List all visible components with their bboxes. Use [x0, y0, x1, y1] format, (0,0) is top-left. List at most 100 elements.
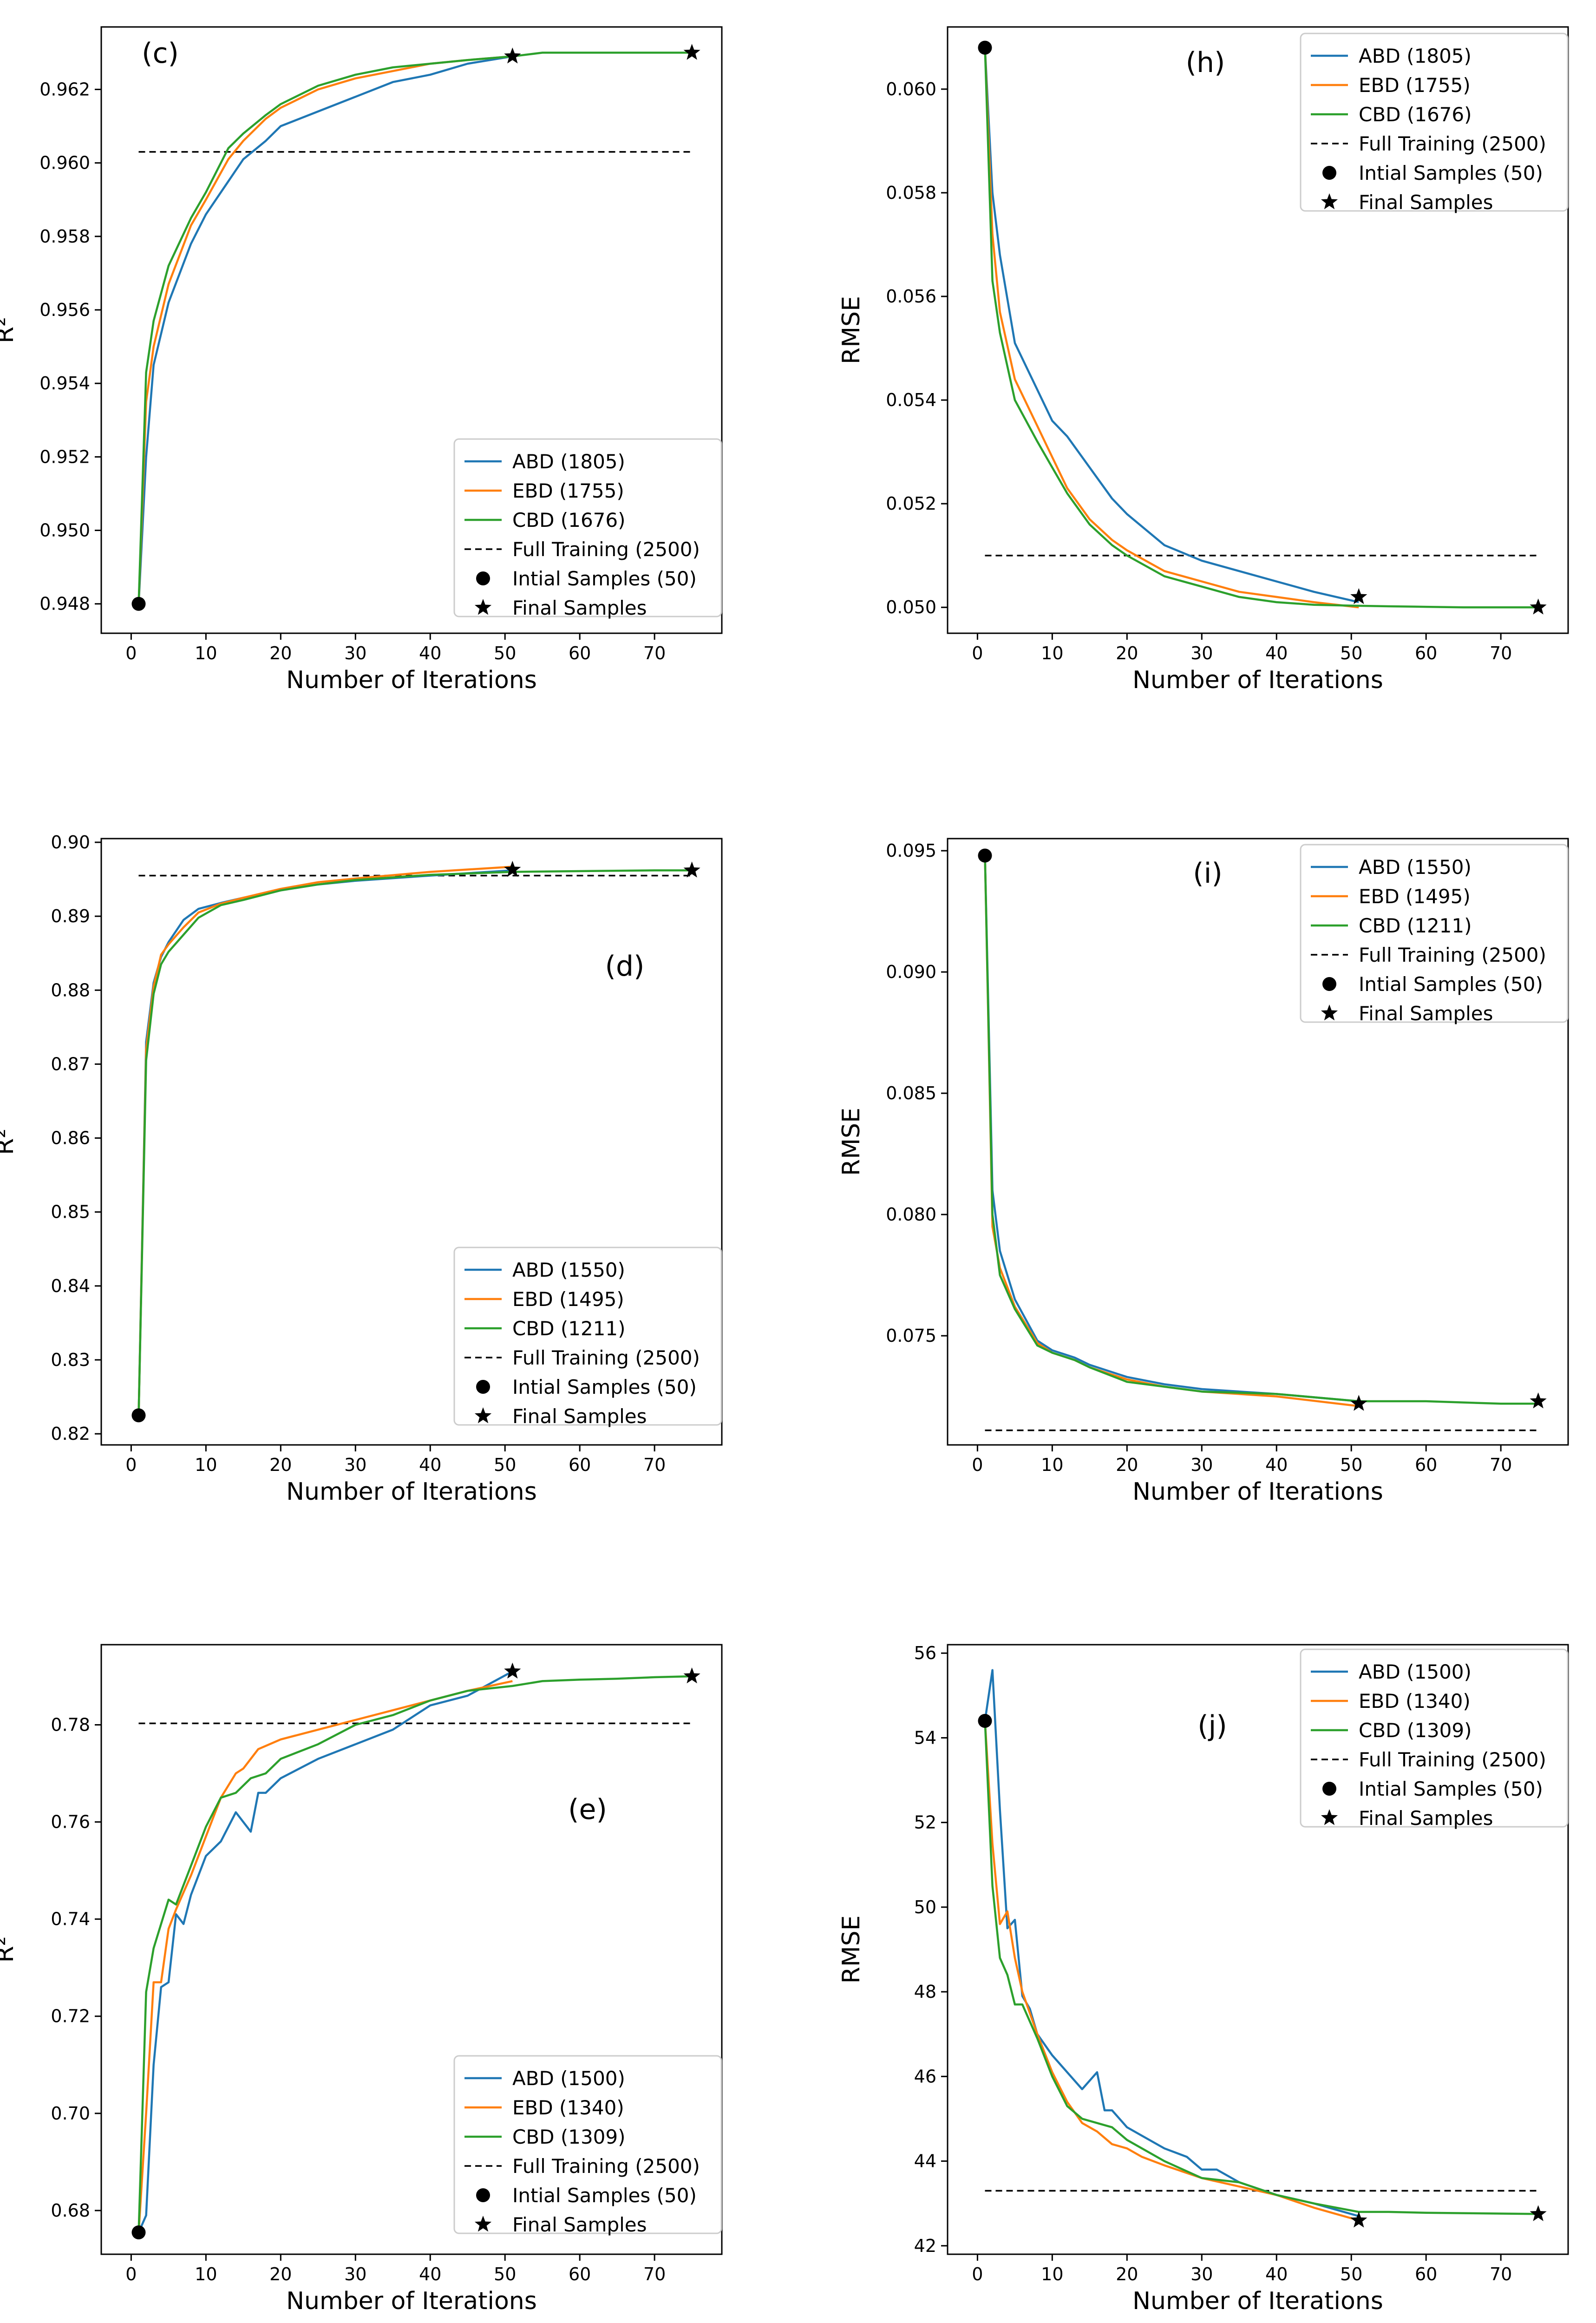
x-tick-label: 30: [1190, 1455, 1213, 1475]
y-tick-label: 0.89: [51, 906, 90, 926]
y-tick-label: 50: [914, 1897, 936, 1917]
x-tick-label: 60: [569, 643, 591, 663]
y-tick-label: 0.70: [51, 2103, 90, 2124]
final-sample-marker: [504, 1662, 521, 1679]
x-tick-label: 0: [125, 643, 137, 663]
series-line-cbd: [137, 1675, 692, 2233]
x-tick-label: 50: [1340, 1455, 1362, 1475]
x-tick-label: 0: [972, 2264, 983, 2284]
legend: ABD (1500) EBD (1340) CBD (1309) Full Train…: [1300, 1648, 1569, 1830]
y-axis-title: R²: [0, 1129, 19, 1155]
legend-handle: [474, 2216, 492, 2232]
initial-sample-marker: [978, 848, 992, 863]
y-tick-label: 0.85: [51, 1202, 90, 1222]
legend: ABD (1550) EBD (1495) CBD (1211) Full Train…: [453, 1247, 722, 1428]
legend-label: Final Samples: [512, 2213, 647, 2236]
series-line-cbd: [984, 1720, 1538, 2215]
x-tick-label: 0: [125, 2264, 137, 2284]
chart-panel-i: 0 10 20 30 40 50 60 70 0.075 0.080 0.085 0.090 0.095…: [837, 838, 1569, 1506]
x-tick-label: 0: [972, 1455, 983, 1475]
y-tick-label: 0.075: [886, 1326, 936, 1346]
x-tick-label: 40: [419, 1455, 441, 1475]
legend-label: ABD (1550): [512, 1259, 625, 1281]
axes-frame: [100, 1644, 723, 2255]
x-tick-label: 70: [643, 1455, 666, 1475]
y-tick-label: 0.060: [886, 79, 936, 99]
final-sample-marker: [1530, 1392, 1547, 1409]
x-axis-title: Number of Iterations: [1132, 666, 1383, 694]
legend-handle: [1321, 1809, 1338, 1825]
legend-label: ABD (1500): [1359, 1660, 1472, 1683]
legend-handle: [474, 1407, 492, 1424]
chart-panel-j: 0 10 20 30 40 50 60 70 42 44 46 48 50 52 54 56 Number of…: [837, 1643, 1569, 2315]
legend-label: Full Training (2500): [512, 2155, 700, 2178]
panel-tag: (i): [1193, 857, 1223, 890]
x-tick-label: 70: [643, 643, 666, 663]
y-axis-title: R²: [0, 1936, 19, 1963]
x-tick-label: 70: [1490, 1455, 1512, 1475]
final-sample-marker: [504, 47, 521, 64]
legend-label: Full Training (2500): [1359, 944, 1546, 966]
x-tick-label: 30: [344, 1455, 366, 1475]
final-sample-marker: [683, 44, 700, 60]
chart-panel-h: 0 10 20 30 40 50 60 70 0.050 0.052 0.054 0.056 0.058…: [837, 26, 1569, 694]
y-tick-label: 0.82: [51, 1424, 90, 1444]
legend: ABD (1550) EBD (1495) CBD (1211) Full Train…: [1300, 844, 1569, 1025]
x-tick-label: 60: [569, 1455, 591, 1475]
x-axis-title: Number of Iterations: [286, 2287, 537, 2315]
panel-tag: (j): [1197, 1710, 1227, 1742]
legend-handle: [476, 571, 490, 585]
x-tick-label: 30: [344, 2264, 366, 2284]
y-tick-label: 0.950: [39, 520, 90, 541]
y-tick-label: 0.080: [886, 1204, 936, 1225]
y-tick-label: 0.058: [886, 183, 936, 203]
y-tick-label: 46: [914, 2066, 936, 2087]
initial-sample-marker: [131, 2225, 146, 2239]
y-tick-label: 0.954: [39, 373, 90, 394]
x-tick-label: 40: [419, 2264, 441, 2284]
x-axis-title: Number of Iterations: [286, 1478, 537, 1506]
legend-handle: [476, 2188, 490, 2202]
series-line-abd: [137, 1670, 513, 2233]
legend-label: CBD (1309): [512, 2126, 626, 2148]
y-tick-label: 0.956: [39, 300, 90, 320]
x-axis-title: Number of Iterations: [1132, 1478, 1383, 1506]
axes-frame: [947, 26, 1569, 634]
y-tick-label: 0.052: [886, 493, 936, 514]
chart-panel-c: 0 10 20 30 40 50 60 70 0.948 0.950 0.952 0.954 0.956…: [0, 26, 723, 694]
legend-label: Full Training (2500): [512, 538, 700, 561]
x-tick-label: 50: [494, 1455, 516, 1475]
legend-box: [453, 438, 722, 617]
initial-sample-marker: [131, 597, 146, 611]
x-tick-label: 50: [494, 2264, 516, 2284]
legend-handle: [1322, 977, 1336, 991]
legend: ABD (1500) EBD (1340) CBD (1309) Full Train…: [453, 2055, 722, 2236]
y-tick-label: 0.90: [51, 832, 90, 853]
x-tick-label: 10: [195, 2264, 217, 2284]
y-tick-label: 0.83: [51, 1350, 90, 1370]
legend-label: Intial Samples (50): [512, 567, 697, 590]
series-line-abd: [984, 47, 1359, 604]
y-tick-label: 0.090: [886, 962, 936, 982]
y-tick-label: 0.84: [51, 1276, 90, 1296]
legend-handle: [474, 599, 492, 615]
legend-label: CBD (1211): [1359, 914, 1472, 937]
x-tick-label: 40: [1265, 1455, 1288, 1475]
final-sample-marker: [1530, 598, 1547, 615]
x-tick-label: 30: [1190, 643, 1213, 663]
x-tick-label: 20: [269, 643, 292, 663]
legend-label: EBD (1755): [512, 479, 624, 502]
final-sample-marker: [1350, 1395, 1367, 1411]
x-tick-label: 70: [1490, 2264, 1512, 2284]
legend-label: Full Training (2500): [1359, 132, 1546, 155]
legend-label: EBD (1495): [512, 1288, 624, 1311]
x-tick-label: 50: [1340, 2264, 1362, 2284]
y-tick-label: 0.958: [39, 226, 90, 247]
x-tick-label: 10: [195, 643, 217, 663]
legend-label: EBD (1340): [1359, 1690, 1471, 1713]
legend-label: Intial Samples (50): [1359, 973, 1543, 996]
y-tick-label: 0.962: [39, 79, 90, 99]
y-tick-label: 0.72: [51, 2006, 90, 2027]
y-tick-label: 0.050: [886, 597, 936, 617]
